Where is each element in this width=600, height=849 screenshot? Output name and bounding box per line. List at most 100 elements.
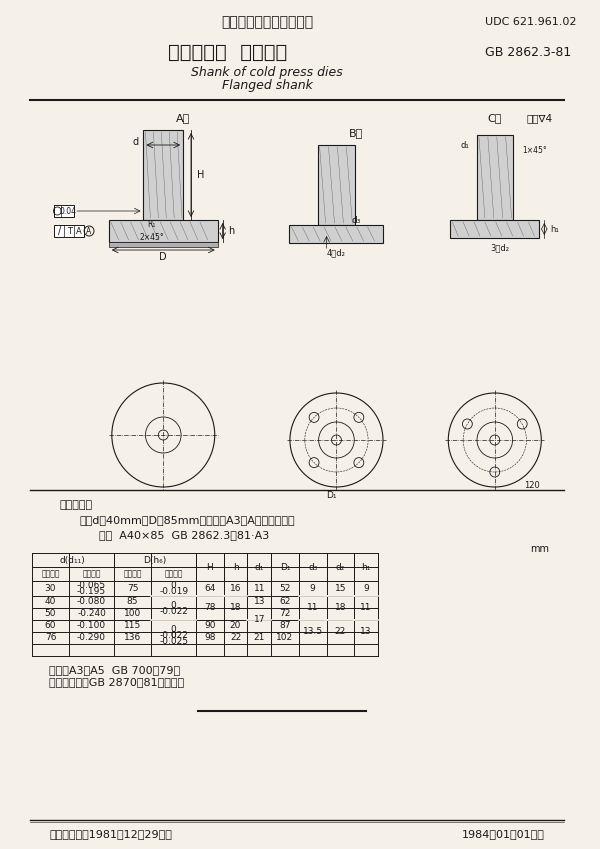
Text: -0.240: -0.240 — [77, 610, 106, 619]
Text: D₁: D₁ — [280, 563, 290, 571]
Text: A: A — [76, 227, 82, 235]
Text: 国家标准总局1981－12－29发布: 国家标准总局1981－12－29发布 — [49, 829, 172, 839]
Text: 极限偏差: 极限偏差 — [164, 570, 183, 578]
Text: 136: 136 — [124, 633, 141, 643]
Text: -0.100: -0.100 — [77, 621, 106, 631]
Text: 100: 100 — [124, 610, 141, 619]
Text: 40: 40 — [45, 598, 56, 606]
Text: -0.195: -0.195 — [77, 587, 106, 596]
Text: 9: 9 — [363, 584, 369, 593]
Bar — [477, 135, 512, 220]
Text: 17: 17 — [254, 616, 265, 625]
Text: 材料：A3、A5  GB 700－79。: 材料：A3、A5 GB 700－79。 — [49, 665, 181, 675]
Text: d₁: d₁ — [254, 563, 264, 571]
Bar — [317, 145, 355, 225]
Text: 4－d₂: 4－d₂ — [327, 249, 346, 257]
Text: 13: 13 — [254, 598, 265, 606]
Text: 0: 0 — [171, 581, 176, 590]
Text: /: / — [58, 226, 61, 236]
Text: 中华人民共和国国家标准: 中华人民共和国国家标准 — [221, 15, 313, 29]
Text: 18: 18 — [335, 604, 346, 612]
Text: H: H — [197, 170, 205, 180]
Text: -0.065: -0.065 — [77, 581, 106, 590]
Text: 基本尺寸: 基本尺寸 — [124, 570, 142, 578]
Text: GB 2862.3-81: GB 2862.3-81 — [485, 46, 571, 59]
Text: 0: 0 — [171, 625, 176, 633]
Text: 模柄  A40×85  GB 2862.3－81·A3: 模柄 A40×85 GB 2862.3－81·A3 — [99, 530, 269, 540]
Text: -0.022: -0.022 — [159, 631, 188, 639]
Text: 85: 85 — [127, 598, 139, 606]
Text: 其余∇4: 其余∇4 — [526, 113, 553, 123]
Bar — [143, 130, 183, 220]
Text: d₁: d₁ — [460, 140, 469, 149]
Text: -0.019: -0.019 — [159, 587, 188, 596]
Text: 0.04: 0.04 — [60, 206, 77, 216]
Text: 76: 76 — [45, 633, 56, 643]
Text: -0.022: -0.022 — [159, 606, 188, 616]
Text: 13.5: 13.5 — [302, 627, 323, 637]
Text: -0.080: -0.080 — [77, 598, 106, 606]
Text: 11: 11 — [254, 584, 265, 593]
Text: 115: 115 — [124, 621, 141, 631]
Text: 102: 102 — [277, 633, 293, 643]
Bar — [55, 205, 74, 217]
Bar — [109, 242, 218, 247]
Text: d₃: d₃ — [308, 563, 317, 571]
Text: -0.025: -0.025 — [159, 637, 188, 645]
Text: 78: 78 — [204, 604, 215, 612]
Text: h₁: h₁ — [550, 224, 559, 233]
Text: mm: mm — [530, 544, 549, 554]
Bar — [289, 225, 383, 243]
Text: 90: 90 — [204, 621, 215, 631]
Text: 75: 75 — [127, 584, 139, 593]
Text: 64: 64 — [204, 584, 215, 593]
Text: 16: 16 — [230, 584, 241, 593]
Text: 13: 13 — [361, 627, 372, 637]
Text: 冷冲模模柄  凸缘模柄: 冷冲模模柄 凸缘模柄 — [168, 42, 287, 61]
Text: H: H — [206, 563, 213, 571]
Text: 22: 22 — [335, 627, 346, 637]
Text: 11: 11 — [361, 604, 372, 612]
Text: h: h — [229, 226, 235, 236]
Text: 120: 120 — [524, 481, 540, 490]
Text: Flanged shank: Flanged shank — [222, 78, 313, 92]
Text: h: h — [233, 563, 238, 571]
Text: 3－d₂: 3－d₂ — [490, 244, 509, 252]
Text: 技术条件：按GB 2870－81的规定。: 技术条件：按GB 2870－81的规定。 — [49, 677, 185, 687]
Text: B型: B型 — [349, 128, 364, 138]
Text: 98: 98 — [204, 633, 215, 643]
Bar — [55, 225, 84, 237]
Text: D(h₆): D(h₆) — [143, 555, 166, 565]
Text: d: d — [133, 137, 139, 147]
Text: 11: 11 — [307, 604, 319, 612]
Text: 60: 60 — [45, 621, 56, 631]
Text: 1984－01／01实施: 1984－01／01实施 — [461, 829, 544, 839]
Text: Shank of cold press dies: Shank of cold press dies — [191, 65, 343, 78]
Text: A: A — [86, 227, 92, 235]
Text: 20: 20 — [230, 621, 241, 631]
Text: d₂: d₂ — [336, 563, 345, 571]
Text: 50: 50 — [45, 610, 56, 619]
Text: 1×45°: 1×45° — [523, 145, 547, 155]
Text: D: D — [160, 252, 167, 262]
Text: 9: 9 — [310, 584, 316, 593]
Text: 30: 30 — [45, 584, 56, 593]
Text: 21: 21 — [254, 633, 265, 643]
Text: 0: 0 — [171, 631, 176, 639]
Text: -0.290: -0.290 — [77, 633, 106, 643]
Text: 标记示例：: 标记示例： — [59, 500, 92, 510]
Text: 2×45°: 2×45° — [139, 233, 164, 241]
Text: 52: 52 — [280, 584, 290, 593]
Text: D₁: D₁ — [326, 491, 337, 499]
Text: UDC 621.961.02: UDC 621.961.02 — [485, 17, 577, 27]
Text: 极限偏差: 极限偏差 — [82, 570, 101, 578]
Text: 87: 87 — [279, 621, 291, 631]
Text: 0: 0 — [171, 600, 176, 610]
Text: 15: 15 — [335, 584, 346, 593]
Text: h₁: h₁ — [361, 563, 371, 571]
Text: 基本尺寸: 基本尺寸 — [41, 570, 60, 578]
Text: 22: 22 — [230, 633, 241, 643]
Text: 62: 62 — [280, 598, 290, 606]
Text: A型: A型 — [176, 113, 190, 123]
Text: d(d₁₁): d(d₁₁) — [60, 555, 86, 565]
